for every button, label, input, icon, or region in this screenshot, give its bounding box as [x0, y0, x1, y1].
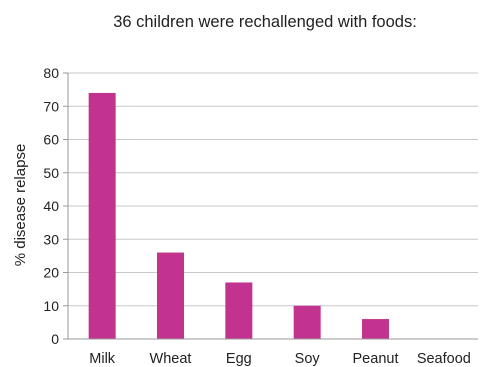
x-tick-label: Soy — [295, 351, 321, 367]
x-axis-categories: Milk Wheat Egg Soy Peanut Seafood — [89, 351, 471, 367]
y-tick-label: 30 — [43, 231, 59, 247]
y-tick-label: 80 — [43, 65, 59, 81]
bar-milk — [88, 92, 116, 339]
y-tick-label: 20 — [43, 265, 59, 281]
bar-wheat — [157, 252, 184, 339]
y-axis-ticks: 0 10 20 30 40 50 60 70 80 — [43, 65, 68, 347]
y-tick-label: 60 — [43, 132, 59, 148]
y-tick-label: 10 — [43, 298, 59, 314]
bar-soy — [293, 305, 321, 339]
y-tick-label: 50 — [43, 165, 59, 181]
bar-egg — [225, 282, 253, 339]
bar-peanut — [362, 319, 389, 339]
x-tick-label: Wheat — [150, 351, 192, 367]
gridlines — [68, 72, 478, 307]
y-tick-label: 40 — [43, 198, 59, 214]
x-tick-label: Seafood — [417, 351, 471, 367]
x-tick-label: Peanut — [353, 351, 399, 367]
bars — [88, 92, 389, 339]
x-tick-label: Egg — [226, 351, 252, 367]
x-tick-label: Milk — [89, 351, 116, 367]
y-tick-label: 0 — [51, 331, 59, 347]
chart-title: 36 children were rechallenged with foods… — [113, 13, 417, 31]
y-tick-label: 70 — [43, 98, 59, 114]
y-axis-label: % disease relapse — [12, 144, 29, 267]
